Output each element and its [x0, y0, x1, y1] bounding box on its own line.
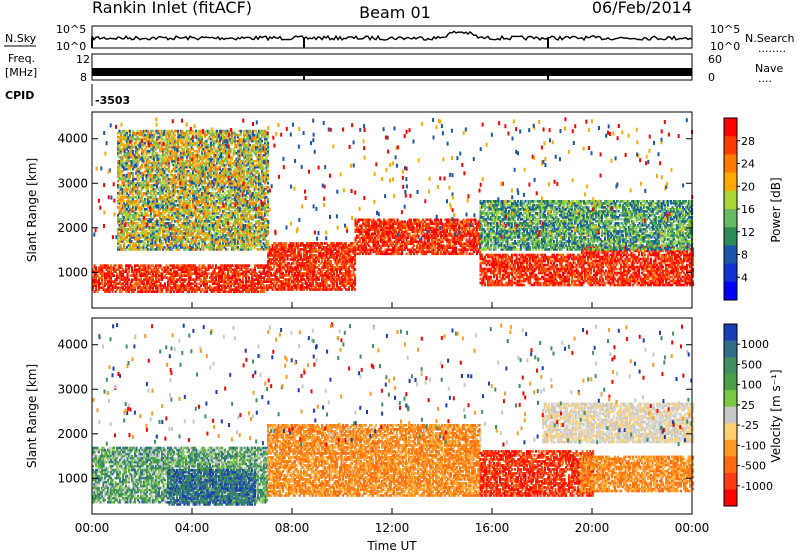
nsearch-tick-bottom: 10^0 [710, 40, 740, 53]
range-time-cell [232, 264, 234, 267]
range-time-cell [113, 274, 115, 277]
range-time-cell [490, 276, 492, 279]
range-time-cell [248, 276, 250, 279]
nsky-strip: N.Sky 10^5 10^0 10^5 10^0 N.Search .....… [4, 23, 795, 55]
range-time-cell [160, 264, 162, 267]
range-time-cell [293, 242, 295, 245]
range-time-cell [350, 270, 352, 273]
range-time-cell [616, 268, 618, 271]
range-time-cell [481, 254, 483, 257]
range-time-cell [95, 266, 97, 269]
range-time-cell [354, 268, 356, 271]
range-time-cell [285, 242, 287, 245]
range-time-cell [115, 264, 117, 267]
range-time-cell [537, 254, 539, 257]
range-time-cell [409, 233, 411, 236]
range-time-cell [457, 219, 459, 222]
range-time-cell [394, 219, 396, 222]
range-time-cell [413, 245, 415, 248]
range-time-cell [353, 242, 355, 245]
range-time-cell [145, 264, 147, 267]
freq-tick-bottom: 8 [80, 71, 87, 84]
site-title: Rankin Inlet (fitACF) [92, 0, 252, 17]
range-time-cell [131, 266, 133, 269]
range-time-cell [650, 258, 652, 261]
freq-strip: Freq. [MHz] 12 8 60 0 Nave .... [5, 52, 783, 85]
nsky-tick-top: 10^5 [56, 23, 86, 36]
range-time-cell [185, 278, 187, 281]
range-time-cell [523, 284, 525, 287]
nsearch-dots: ........ [758, 42, 786, 55]
range-time-cell [354, 274, 356, 277]
nave-tick-bottom: 0 [708, 71, 715, 84]
range-time-cell [540, 282, 542, 285]
nave-dots: .... [758, 72, 772, 85]
range-time-cell [248, 264, 250, 267]
nsky-tick-bottom: 10^0 [56, 40, 86, 53]
range-time-cell [341, 288, 343, 291]
range-time-cell [644, 254, 646, 257]
freq-label: Freq. [8, 52, 35, 65]
range-time-cell [410, 219, 412, 222]
range-time-cell [164, 282, 166, 285]
range-time-cell [472, 223, 474, 226]
range-time-cell [196, 282, 198, 285]
range-time-cell [208, 272, 210, 275]
range-time-cell [455, 247, 457, 250]
range-time-cell [300, 252, 302, 255]
range-time-cell [440, 219, 442, 222]
range-time-cell [321, 242, 323, 245]
range-time-cell [121, 264, 123, 267]
cpid-value: -3503 [95, 94, 130, 107]
nsearch-tick-top: 10^5 [710, 23, 740, 36]
freq-trace [92, 68, 692, 76]
range-time-cell [406, 253, 408, 256]
beam-title: Beam 01 [359, 3, 431, 22]
range-time-cell [556, 264, 558, 267]
range-time-cell [330, 260, 332, 263]
range-time-cell [199, 264, 201, 267]
range-time-cell [302, 282, 304, 285]
cpid-label: CPID [5, 89, 34, 102]
nave-tick-top: 60 [708, 53, 722, 66]
range-time-cell [257, 290, 259, 293]
freq-tick-top: 12 [76, 53, 90, 66]
range-time-cell [516, 254, 518, 257]
range-time-cell [354, 288, 356, 291]
nsky-label: N.Sky [5, 32, 37, 45]
nsky-trace [92, 31, 692, 40]
range-time-cell [604, 282, 606, 285]
freq-unit: [MHz] [5, 66, 37, 79]
range-time-cell [479, 251, 481, 254]
range-time-cell [602, 278, 604, 281]
range-time-cell [484, 282, 486, 285]
range-time-cell [345, 242, 347, 245]
range-time-cell [418, 235, 420, 238]
date-title: 06/Feb/2014 [592, 0, 692, 17]
range-time-cell [212, 264, 214, 267]
range-time-cell [662, 266, 664, 269]
range-time-cell [329, 284, 331, 287]
